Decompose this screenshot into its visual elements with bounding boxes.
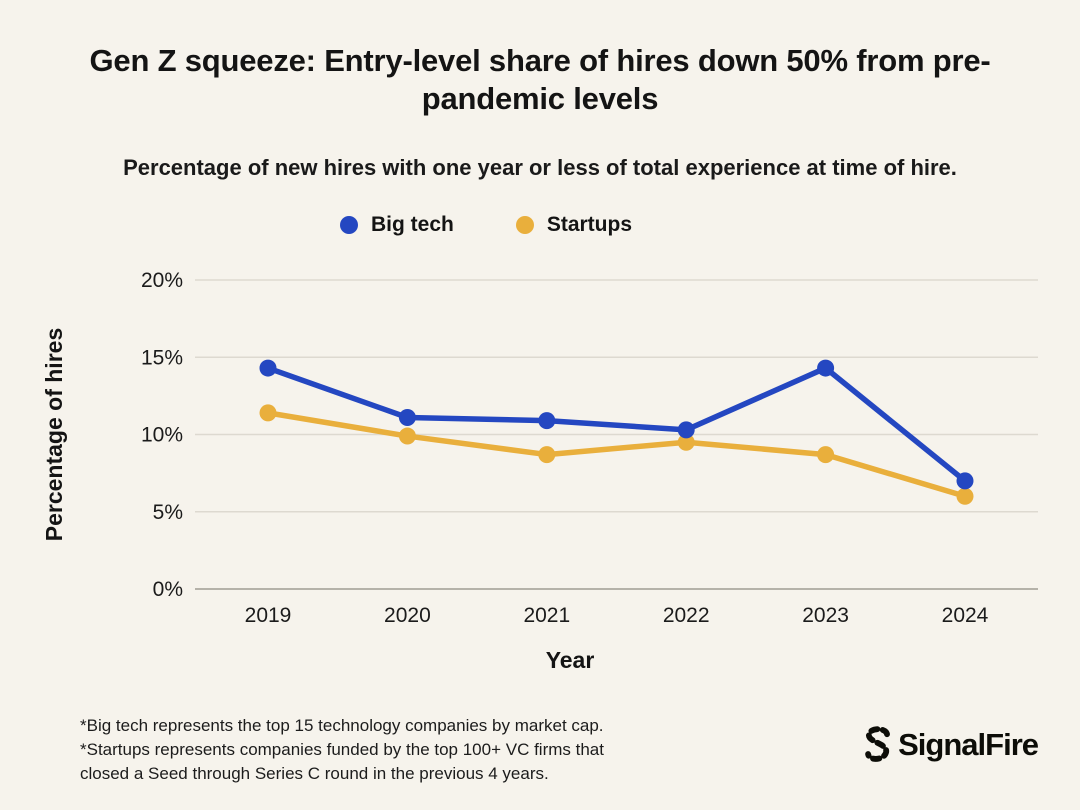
footnote-line: *Big tech represents the top 15 technolo…	[80, 716, 604, 735]
chart-title: Gen Z squeeze: Entry-level share of hire…	[89, 43, 991, 116]
data-point-big-tech-2020	[398, 409, 416, 427]
footnote-line: closed a Seed through Series C round in …	[80, 764, 549, 783]
footnote: *Big tech represents the top 15 technolo…	[80, 714, 604, 786]
data-point-big-tech-2024	[956, 472, 974, 490]
x-tick-label: 2023	[802, 604, 849, 627]
big-tech-dot-icon	[339, 216, 358, 234]
x-tick-label: 2020	[384, 604, 431, 627]
data-point-big-tech-2019	[259, 359, 277, 377]
data-point-startups-2024	[956, 487, 974, 505]
signalfire-s-mark-icon	[865, 726, 891, 762]
y-tick-label: 5%	[153, 501, 183, 524]
data-point-big-tech-2023	[817, 359, 835, 377]
legend: Big tech Startups	[0, 213, 1026, 237]
data-point-startups-2019	[259, 404, 277, 422]
data-point-big-tech-2021	[538, 412, 556, 430]
series-line-startups	[265, 410, 968, 500]
x-tick-label: 2021	[523, 604, 570, 627]
y-tick-label: 10%	[141, 424, 183, 447]
data-point-startups-2020	[398, 427, 416, 445]
y-tick-label: 20%	[141, 269, 183, 292]
legend-item-startups: Startups	[515, 213, 633, 237]
x-tick-label: 2022	[663, 604, 710, 627]
x-tick-label: 2024	[942, 604, 989, 627]
x-axis-title: Year	[546, 647, 595, 673]
startups-dot-icon	[515, 216, 534, 234]
chart-subtitle: Percentage of new hires with one year or…	[123, 155, 957, 180]
data-point-startups-2023	[817, 446, 835, 464]
legend-label-startups: Startups	[546, 213, 633, 236]
signalfire-logo-text: SignalFire	[898, 727, 1039, 762]
series-line-big-tech	[265, 365, 968, 484]
data-point-big-tech-2022	[677, 421, 695, 439]
legend-label-big-tech: Big tech	[370, 213, 454, 236]
data-point-startups-2021	[538, 446, 556, 464]
data-point-startups-2022	[677, 433, 695, 451]
y-axis-title: Percentage of hires	[41, 328, 67, 541]
line-chart: 0% 5% 10% 15% 20% 2019 2020 2021 2022 2023 2024 Yea…	[41, 269, 1038, 673]
signalfire-logo: SignalFire	[860, 724, 1039, 766]
x-tick-label: 2019	[245, 604, 292, 627]
y-tick-label: 0%	[153, 578, 183, 601]
legend-item-big-tech: Big tech	[339, 213, 454, 237]
footnote-line: *Startups represents companies funded by…	[80, 740, 604, 759]
y-tick-label: 15%	[141, 346, 183, 369]
